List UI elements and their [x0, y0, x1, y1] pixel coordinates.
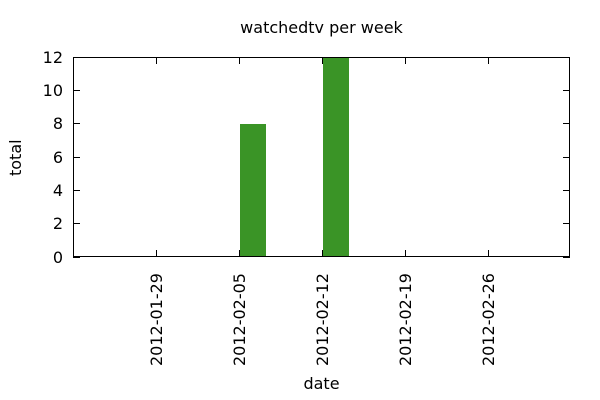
x-tick-mark-mirror — [155, 57, 157, 64]
x-tick-mark — [238, 250, 240, 257]
bar — [323, 57, 349, 257]
chart-title: watchedtv per week — [240, 18, 403, 37]
y-tick-label: 0 — [52, 247, 63, 267]
y-tick-mark-mirror — [563, 156, 570, 158]
y-tick-mark — [73, 56, 80, 58]
y-tick-mark — [73, 223, 80, 225]
x-tick-mark — [404, 250, 406, 257]
y-tick-label: 10 — [42, 80, 63, 100]
x-tick-mark — [487, 250, 489, 257]
x-tick-label: 2012-02-19 — [396, 273, 415, 366]
y-tick-mark — [73, 189, 80, 191]
x-tick-mark-mirror — [404, 57, 406, 64]
y-tick-mark — [73, 89, 80, 91]
y-tick-mark — [73, 156, 80, 158]
x-tick-mark-mirror — [487, 57, 489, 64]
y-tick-mark-mirror — [563, 189, 570, 191]
y-tick-mark-mirror — [563, 223, 570, 225]
x-axis-label: date — [303, 374, 340, 393]
y-tick-mark-mirror — [563, 56, 570, 58]
plot-border — [73, 57, 570, 257]
y-tick-mark — [73, 256, 80, 258]
y-tick-label: 2 — [52, 214, 63, 234]
y-tick-mark-mirror — [563, 256, 570, 258]
y-tick-label: 12 — [42, 47, 63, 67]
x-tick-label: 2012-02-26 — [479, 273, 498, 366]
x-tick-mark-mirror — [238, 57, 240, 64]
y-tick-label: 4 — [52, 180, 63, 200]
y-tick-mark-mirror — [563, 89, 570, 91]
x-tick-mark-mirror — [321, 57, 323, 64]
y-tick-label: 6 — [52, 147, 63, 167]
x-tick-mark — [155, 250, 157, 257]
y-tick-mark — [73, 123, 80, 125]
x-tick-label: 2012-01-29 — [147, 273, 166, 366]
x-tick-mark — [321, 250, 323, 257]
x-tick-label: 2012-02-12 — [313, 273, 332, 366]
x-tick-label: 2012-02-05 — [230, 273, 249, 366]
bar — [240, 123, 266, 257]
y-tick-mark-mirror — [563, 123, 570, 125]
y-tick-label: 8 — [52, 114, 63, 134]
